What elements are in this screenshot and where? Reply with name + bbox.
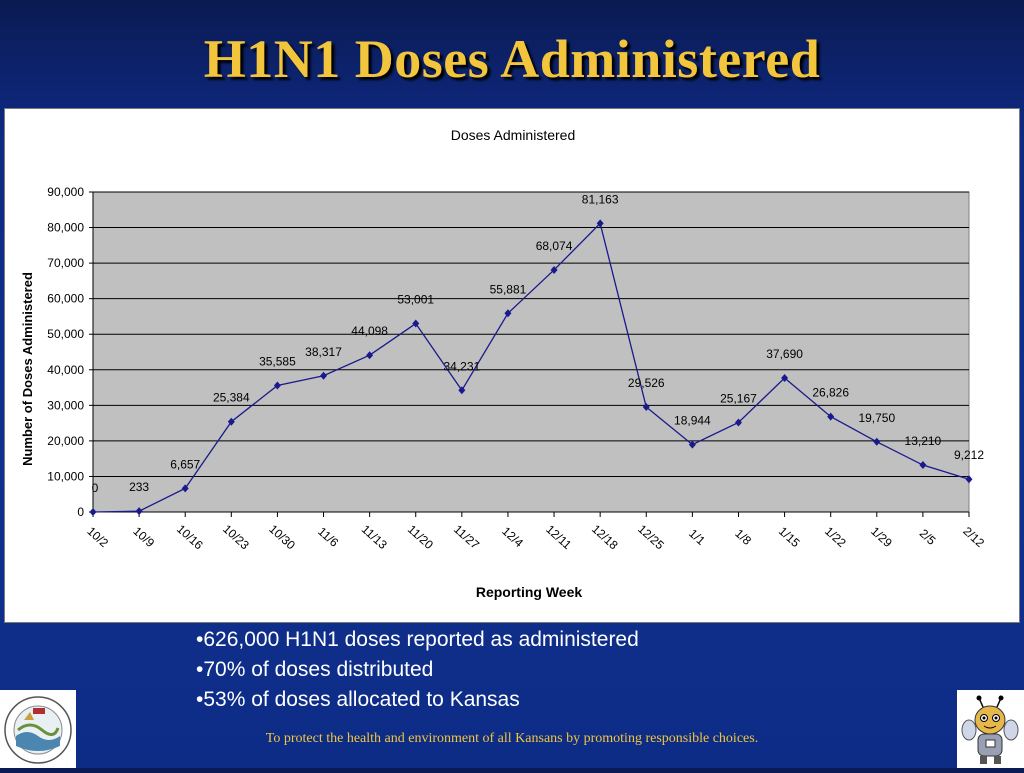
data-label: 9,212 <box>954 448 984 462</box>
data-label: 18,944 <box>674 414 711 428</box>
x-tick-label: 1/22 <box>822 524 849 550</box>
x-tick-label: 12/25 <box>635 522 667 553</box>
data-point <box>781 373 789 382</box>
data-label: 26,826 <box>812 386 849 400</box>
data-label: 0 <box>92 481 99 495</box>
y-tick-label: 0 <box>77 505 84 519</box>
data-point <box>320 371 328 380</box>
x-tick-label: 11/13 <box>359 522 390 552</box>
x-tick-label: 10/30 <box>266 522 298 553</box>
x-tick-label: 2/5 <box>917 526 939 548</box>
data-label: 37,690 <box>766 347 803 361</box>
x-tick-label: 11/6 <box>315 524 341 550</box>
x-tick-label: 2/12 <box>960 524 987 550</box>
data-point <box>366 351 374 360</box>
x-tick-label: 1/29 <box>868 524 895 550</box>
x-tick-label: 10/16 <box>174 522 206 553</box>
bullet-list: 626,000 H1N1 doses reported as administe… <box>196 625 639 715</box>
bullet-item: 626,000 H1N1 doses reported as administe… <box>196 625 638 655</box>
bullet-item: 70% of doses distributed <box>196 655 639 685</box>
doses-line-chart: Doses Administered 0 10,000 20,000 30,000 40… <box>20 127 987 600</box>
y-axis-title: Number of Doses Administered <box>20 272 35 466</box>
x-tick-label: 12/4 <box>499 524 526 550</box>
data-label: 68,074 <box>536 239 573 253</box>
x-tick-label: 1/1 <box>686 526 708 548</box>
data-point <box>873 437 881 446</box>
y-tick-label: 20,000 <box>47 434 84 448</box>
bullet-item: 53% of doses allocated to Kansas <box>196 685 639 715</box>
y-tick-label: 90,000 <box>47 185 84 199</box>
data-label: 19,750 <box>858 411 895 425</box>
data-label: 44,098 <box>351 324 388 338</box>
data-point <box>181 484 189 493</box>
chart-title: Doses Administered <box>451 127 576 143</box>
data-point <box>642 403 650 412</box>
x-tick-label: 1/8 <box>732 526 754 548</box>
data-point <box>827 412 835 421</box>
y-tick-label: 30,000 <box>47 398 84 412</box>
data-label: 53,001 <box>397 293 434 307</box>
data-label: 81,163 <box>582 192 619 206</box>
data-point <box>965 475 973 484</box>
footer-motto: To protect the health and environment of… <box>265 731 759 746</box>
data-label: 13,210 <box>905 434 942 448</box>
data-point <box>919 461 927 470</box>
data-label: 6,657 <box>170 457 200 471</box>
y-tick-label: 60,000 <box>47 292 84 306</box>
data-label: 233 <box>129 480 149 494</box>
y-tick-label: 80,000 <box>47 221 84 235</box>
data-label: 55,881 <box>490 282 527 296</box>
data-point <box>550 265 558 274</box>
data-label: 34,231 <box>443 359 480 373</box>
series-line <box>92 222 970 513</box>
y-tick-label: 40,000 <box>47 363 84 377</box>
x-tick-label: 10/2 <box>84 524 111 550</box>
x-tick-label: 10/23 <box>220 522 252 553</box>
data-point <box>596 219 604 228</box>
x-axis-title: Reporting Week <box>476 584 583 600</box>
data-point <box>412 319 420 328</box>
plot-area <box>92 191 970 513</box>
data-label: 25,384 <box>213 391 250 405</box>
data-point <box>458 386 466 395</box>
x-tick-label: 11/20 <box>405 522 436 552</box>
chart-panel: Doses Administered 0 10,000 20,000 30,000 40… <box>4 108 1020 623</box>
x-tick-label: 12/11 <box>543 522 574 552</box>
data-point <box>273 381 281 390</box>
slide-title: H1N1 Doses Administered <box>203 29 821 89</box>
data-point <box>688 440 696 449</box>
x-tick-label: 1/15 <box>776 524 803 550</box>
data-label: 29,526 <box>628 376 665 390</box>
x-tick-label: 10/9 <box>130 524 157 550</box>
x-tick-label: 11/27 <box>451 522 482 552</box>
data-point <box>135 507 143 516</box>
data-label: 38,317 <box>305 345 342 359</box>
data-point <box>504 309 512 318</box>
x-tick-label: 12/18 <box>589 522 621 553</box>
data-label: 35,585 <box>259 354 296 368</box>
data-label: 25,167 <box>720 392 757 406</box>
data-point <box>227 417 235 426</box>
y-tick-label: 10,000 <box>47 469 84 483</box>
y-tick-label: 50,000 <box>47 327 84 341</box>
data-point <box>734 418 742 427</box>
kdhe-logo <box>0 690 76 768</box>
data-point <box>89 508 97 516</box>
mascot-logo <box>957 690 1024 768</box>
y-tick-label: 70,000 <box>47 256 84 270</box>
